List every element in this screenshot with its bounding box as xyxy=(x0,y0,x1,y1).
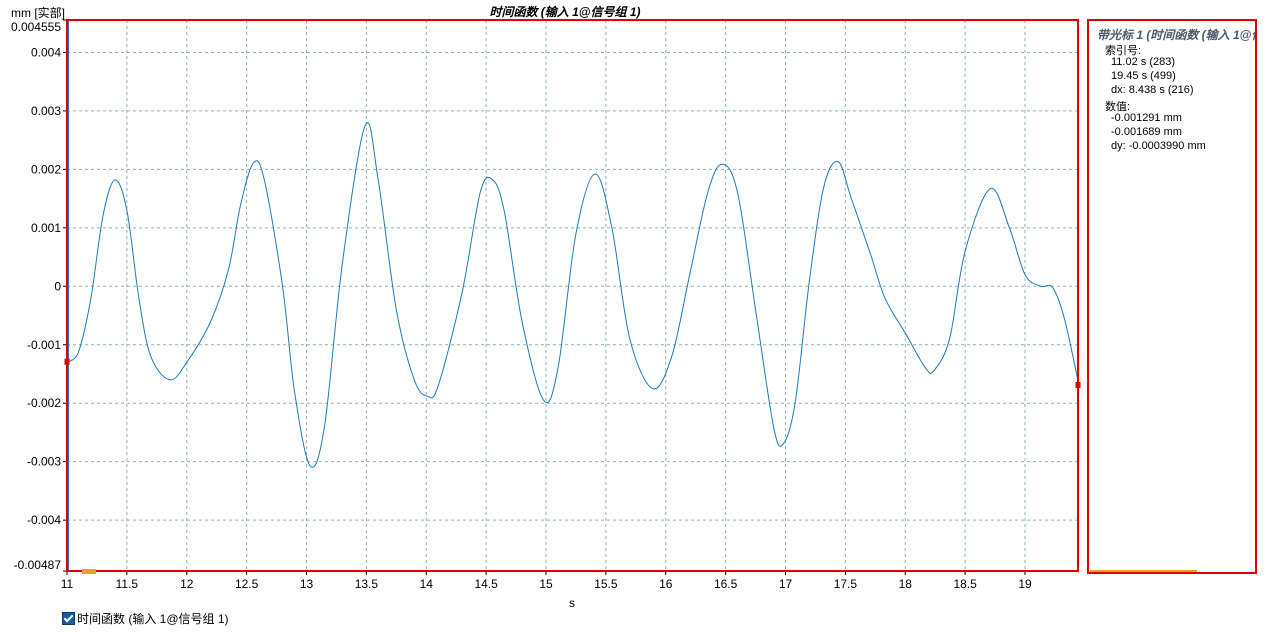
x-tick-label: 12 xyxy=(180,577,194,591)
x-tick-label: 14.5 xyxy=(474,577,498,591)
x-axis-label: s xyxy=(569,596,575,610)
x-scroll-handle[interactable] xyxy=(82,569,96,574)
x-tick-label: 15.5 xyxy=(594,577,618,591)
y-tick-label: 0.002 xyxy=(31,162,61,176)
x-tick-label: 17 xyxy=(779,577,793,591)
y-tick-label: -0.004 xyxy=(27,513,61,527)
x-tick-label: 12.5 xyxy=(235,577,259,591)
index-label: 索引号: xyxy=(1105,45,1142,57)
y-tick-label: -0.003 xyxy=(27,455,61,469)
cursor-2-marker[interactable] xyxy=(1075,382,1081,389)
legend-label: 时间函数 (输入 1@信号组 1) xyxy=(77,612,229,626)
cursor-panel-title: 带光标 1 (时间函数 (输入 1@信号组 1)) xyxy=(1097,28,1255,42)
cursor-y1: -0.001291 mm xyxy=(1111,112,1182,124)
x-tick-label: 13 xyxy=(300,577,314,591)
series-line xyxy=(69,122,1080,468)
y-tick-label: 0.001 xyxy=(31,221,61,235)
x-tick-label: 18 xyxy=(899,577,913,591)
x-tick-label: 15 xyxy=(539,577,553,591)
x-tick-label: 11.5 xyxy=(116,577,139,591)
x-tick-label: 16 xyxy=(659,577,673,591)
y-tick-label: 0.003 xyxy=(31,104,61,118)
cursor-1-marker[interactable] xyxy=(64,358,70,365)
x-tick-label: 13.5 xyxy=(355,577,379,591)
cursor-x1: 11.02 s (283) xyxy=(1111,56,1176,68)
x-tick-label: 14 xyxy=(420,577,434,591)
y-tick-label: 0.004555 xyxy=(11,20,61,34)
cursor-y2: -0.001689 mm xyxy=(1111,126,1182,138)
x-tick-label: 18.5 xyxy=(953,577,977,591)
y-tick-label: 0.004 xyxy=(31,45,61,59)
value-label: 数值: xyxy=(1105,101,1131,113)
x-tick-label: 16.5 xyxy=(714,577,738,591)
y-axis-label: mm [实部] xyxy=(11,5,65,20)
legend: 时间函数 (输入 1@信号组 1) xyxy=(62,610,229,627)
legend-checkbox[interactable] xyxy=(62,612,75,625)
x-tick-label: 11 xyxy=(61,577,74,591)
cursor-info-panel: 带光标 1 (时间函数 (输入 1@信号组 1)) 索引号: 11.02 s (… xyxy=(1087,19,1257,574)
cursor-dy: dy: -0.0003990 mm xyxy=(1111,140,1206,152)
y-tick-label: -0.00487 xyxy=(14,558,62,572)
x-tick-label: 19 xyxy=(1018,577,1032,591)
y-tick-label: -0.001 xyxy=(27,338,61,352)
cursor-x2: 19.45 s (499) xyxy=(1111,70,1176,82)
plot-frame xyxy=(66,19,1079,572)
x-tick-label: 17.5 xyxy=(834,577,858,591)
y-tick-label: -0.002 xyxy=(27,396,61,410)
y-tick-label: 0 xyxy=(54,279,61,293)
chart-title: 时间函数 (输入 1@信号组 1) xyxy=(489,5,640,19)
cursor-dx: dx: 8.438 s (216) xyxy=(1111,84,1194,96)
